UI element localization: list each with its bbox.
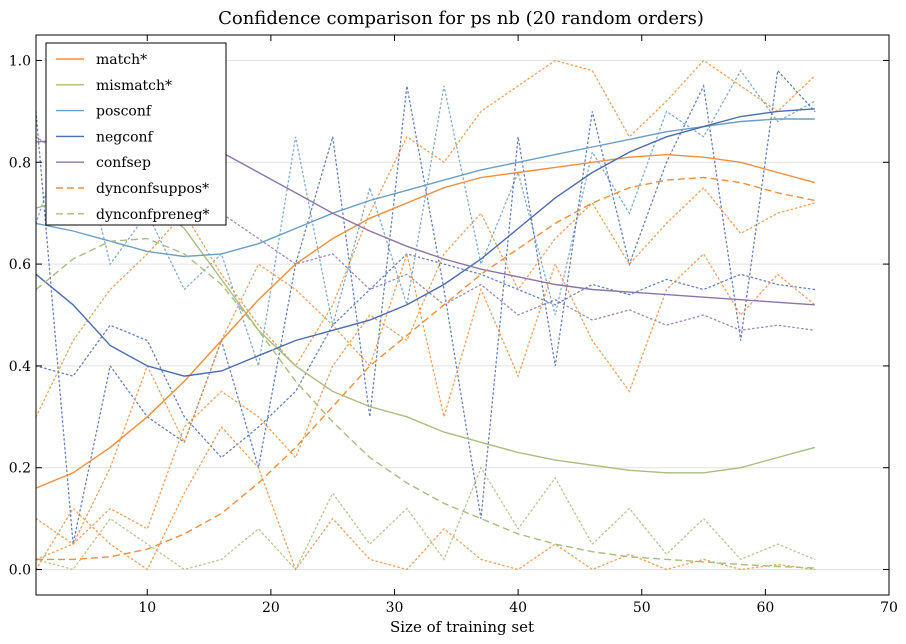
x-tick-label: 20 xyxy=(262,600,280,616)
x-tick-label: 30 xyxy=(386,600,404,616)
legend-label: dynconfsuppos* xyxy=(96,181,209,197)
y-tick-label: 0.0 xyxy=(9,563,31,579)
y-tick-label: 1.0 xyxy=(9,53,31,69)
y-tick-label: 0.6 xyxy=(9,257,31,273)
series-line-match xyxy=(35,153,815,489)
background-series-line xyxy=(35,59,816,418)
chart-title: Confidence comparison for ps nb (20 rand… xyxy=(218,8,704,29)
series-line-dynconfpreneg xyxy=(35,237,815,569)
y-tick-label: 0.4 xyxy=(9,359,31,375)
legend-label: confsep xyxy=(96,155,151,171)
background-series-line xyxy=(35,186,816,561)
plot-frame xyxy=(35,34,890,596)
y-tick-label: 0.2 xyxy=(9,461,31,477)
background-series-line xyxy=(35,69,816,545)
legend-label: dynconfpreneg* xyxy=(96,207,210,223)
legend: match* mismatch* posconf negconf confsep dync… xyxy=(45,42,227,226)
series-line-posconf xyxy=(35,118,815,258)
x-tick-label: 60 xyxy=(756,600,774,616)
series-line-negconf xyxy=(35,108,815,377)
x-tick-label: 10 xyxy=(138,600,156,616)
background-series-line xyxy=(35,251,816,546)
series-line-dynconfsuppos xyxy=(36,176,815,561)
background-series-line xyxy=(35,425,816,571)
x-tick-label: 50 xyxy=(633,600,651,616)
background-series-line xyxy=(35,69,816,367)
y-tick-label: 0.8 xyxy=(9,155,31,171)
x-tick-label: 70 xyxy=(880,600,898,616)
legend-label: posconf xyxy=(96,104,153,120)
x-axis-label: Size of training set xyxy=(390,618,534,636)
legend-label: match* xyxy=(96,52,147,68)
x-tick-label: 40 xyxy=(509,600,527,616)
legend-label: negconf xyxy=(96,129,155,145)
background-series-line xyxy=(35,466,816,571)
legend-label: mismatch* xyxy=(96,78,172,94)
axis-ticks: 0.0 0.2 0.4 0.6 0.8 1.0 10 20 30 40 50 60 70 xyxy=(9,35,898,616)
background-series-line xyxy=(35,253,816,459)
legend-box xyxy=(45,42,227,226)
